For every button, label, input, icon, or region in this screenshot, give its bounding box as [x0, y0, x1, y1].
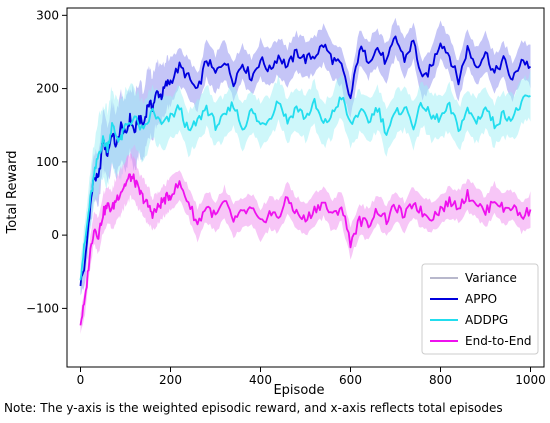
y-tick-label: 300 [36, 8, 59, 22]
legend: Variance APPO ADDPG End-to-End [421, 263, 539, 355]
line-appo [79, 35, 532, 287]
band-appo [80, 17, 531, 296]
x-tick-label: 800 [429, 373, 452, 387]
y-tick-label: 0 [51, 228, 59, 242]
y-tick-label: 100 [36, 155, 59, 169]
series-lines [79, 35, 532, 326]
x-tick-label: 600 [339, 373, 362, 387]
x-tick-label: 0 [77, 373, 85, 387]
x-axis-label: Episode [273, 383, 324, 398]
line-addpg [79, 94, 531, 281]
y-tick-label: −100 [26, 301, 59, 315]
y-axis-label: Total Reward [5, 151, 20, 235]
figure-note: Note: The y-axis is the weighted episodi… [4, 401, 503, 415]
line-end-to-end [79, 173, 532, 326]
x-axis: 0 200 400 600 800 1000 [77, 367, 546, 387]
legend-label: ADDPG [465, 313, 508, 327]
y-axis: −100 0 100 200 300 [26, 8, 67, 315]
legend-label: APPO [465, 292, 497, 306]
band-end-to-end [80, 153, 531, 334]
plot-frame [66, 7, 545, 368]
reward-chart: 0 200 400 600 800 1000 −100 0 100 200 300 Episode… [5, 7, 546, 398]
legend-label: Variance [465, 271, 517, 285]
y-tick-label: 200 [36, 82, 59, 96]
x-tick-label: 400 [249, 373, 272, 387]
legend-box [421, 263, 539, 355]
x-tick-label: 200 [159, 373, 182, 387]
x-tick-label: 1000 [515, 373, 546, 387]
legend-label: End-to-End [465, 334, 532, 348]
band-addpg [80, 70, 531, 294]
